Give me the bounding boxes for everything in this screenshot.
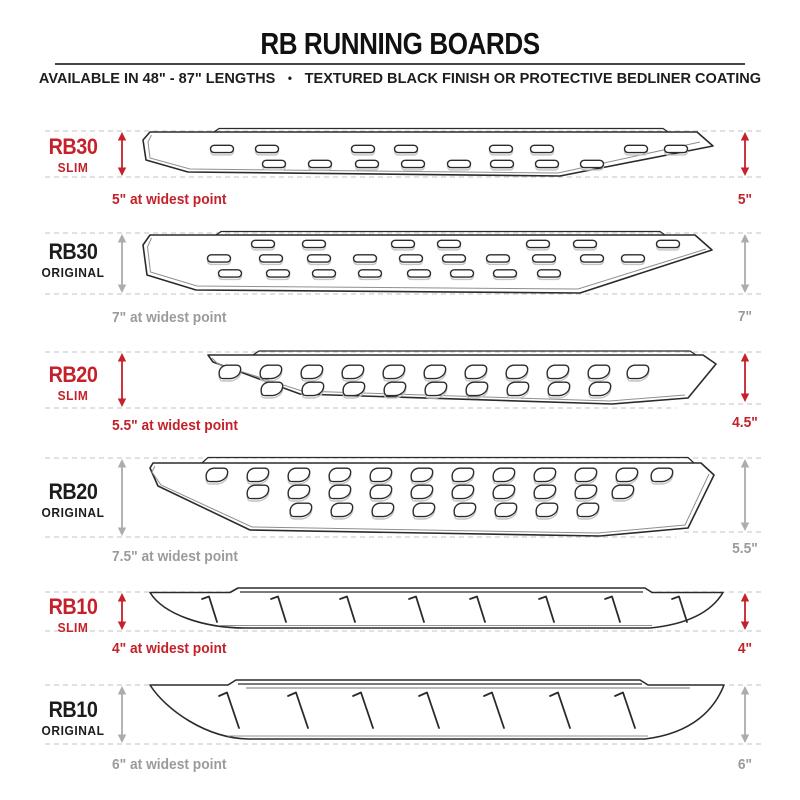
tread-holes [205, 467, 674, 520]
width-arrow-left [117, 459, 127, 536]
page-title: RB RUNNING BOARDS [260, 26, 540, 61]
widest-point-label: 7.5" at widest point [112, 549, 238, 565]
width-arrow-right [740, 353, 750, 402]
tread-holes [218, 691, 636, 729]
board-diagram-rb20-slim [45, 350, 762, 409]
dashed-guides [45, 351, 762, 409]
tread-holes [209, 144, 689, 171]
board-row-rb10-original: RB10 ORIGINAL 6" at widest point 6" [0, 675, 800, 780]
board-diagram-rb10-slim [45, 587, 762, 632]
widest-point-label: 5.5" at widest point [112, 418, 238, 434]
side-measurement-label: 4.5" [732, 415, 758, 431]
width-arrow-left [117, 686, 127, 743]
board-diagram-rb10-original [45, 679, 762, 745]
width-arrow-left [117, 593, 127, 630]
model-variant: ORIGINAL [41, 265, 105, 280]
board-row-rb20-original: RB20 ORIGINAL 7.5" at widest point 5.5" [0, 450, 800, 568]
subtitle: AVAILABLE IN 48" - 87" LENGTHS • TEXTURED … [12, 70, 788, 87]
model-variant: SLIM [57, 620, 89, 635]
tread-holes [206, 239, 681, 281]
model-name: RB20 [48, 479, 98, 504]
model-label: RB10 SLIM [8, 594, 138, 635]
model-label: RB20 ORIGINAL [8, 479, 138, 520]
board-row-rb30-original: RB30 ORIGINAL 7" at widest point 7" [0, 225, 800, 340]
model-name: RB20 [48, 362, 98, 387]
model-variant: SLIM [57, 388, 89, 403]
width-arrow-right [740, 459, 750, 531]
board-outline [149, 587, 724, 629]
board-diagram-rb20-original [45, 456, 762, 538]
model-name: RB10 [48, 697, 98, 722]
side-measurement-label: 5" [737, 192, 753, 208]
width-arrow-right [740, 132, 750, 176]
side-measurement-label: 7" [737, 309, 753, 325]
subtitle-lengths: AVAILABLE IN 48" - 87" LENGTHS [38, 70, 276, 87]
board-outline [149, 679, 725, 740]
board-row-rb10-slim: RB10 SLIM 4" at widest point 4" [0, 584, 800, 669]
board-row-rb20-slim: RB20 SLIM 5.5" at widest point 4.5" [0, 344, 800, 444]
side-measurement-label: 4" [737, 641, 753, 657]
dashed-guides [45, 232, 762, 295]
widest-point-label: 6" at widest point [112, 757, 227, 773]
widest-point-label: 7" at widest point [112, 310, 227, 326]
side-measurement-label: 5.5" [732, 541, 758, 557]
model-label: RB20 SLIM [8, 362, 138, 403]
model-name: RB10 [48, 594, 98, 619]
model-name: RB30 [48, 239, 98, 264]
width-arrow-right [740, 593, 750, 630]
model-label: RB30 SLIM [8, 134, 138, 175]
width-arrow-right [740, 686, 750, 743]
widest-point-label: 5" at widest point [112, 192, 227, 208]
board-row-rb30-slim: RB30 SLIM 5" at widest point 5" [0, 122, 800, 222]
tread-holes [218, 364, 650, 399]
bullet-separator: • [287, 71, 292, 85]
side-measurement-label: 6" [737, 757, 753, 773]
width-arrow-left [117, 132, 127, 176]
dashed-guides [45, 130, 762, 178]
width-arrow-left [117, 353, 127, 407]
board-diagram-rb30-original [45, 230, 762, 295]
tread-holes [201, 595, 688, 623]
board-diagram-rb30-slim [45, 127, 762, 178]
width-arrow-left [117, 234, 127, 293]
model-variant: SLIM [57, 160, 89, 175]
model-name: RB30 [48, 134, 98, 159]
subtitle-finish: TEXTURED BLACK FINISH OR PROTECTIVE BEDL… [304, 70, 762, 87]
width-arrow-right [740, 234, 750, 293]
board-outline [142, 230, 713, 294]
model-variant: ORIGINAL [41, 723, 105, 738]
widest-point-label: 4" at widest point [112, 641, 227, 657]
model-label: RB30 ORIGINAL [8, 239, 138, 280]
title-divider [55, 63, 745, 65]
model-label: RB10 ORIGINAL [8, 697, 138, 738]
model-variant: ORIGINAL [41, 505, 105, 520]
